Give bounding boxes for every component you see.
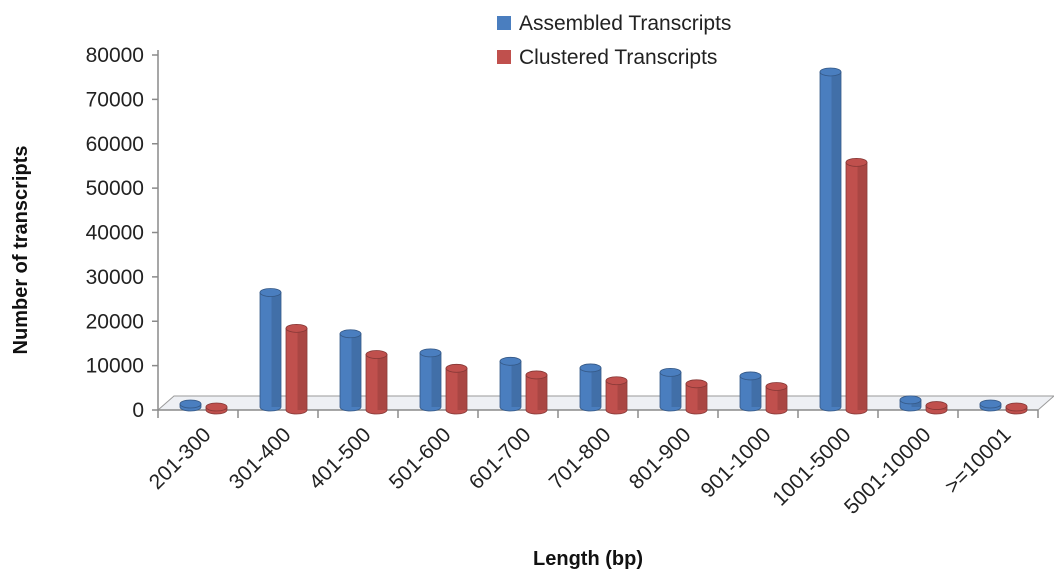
legend-label-clustered: Clustered Transcripts	[519, 46, 717, 69]
bar-top	[739, 371, 762, 381]
bar-clustered	[445, 363, 468, 415]
bar-shade	[857, 162, 867, 410]
x-tick-label: 1001-5000	[768, 423, 855, 510]
bar-assembled	[419, 348, 442, 412]
bar-shade	[377, 354, 387, 410]
bar-assembled	[979, 399, 1002, 412]
bar-shade	[431, 352, 441, 407]
legend-swatch-clustered	[497, 50, 511, 64]
y-tick-label: 30000	[86, 266, 144, 289]
bar-top	[259, 288, 282, 297]
bar-assembled	[179, 399, 202, 412]
legend: Assembled Transcripts Clustered Transcri…	[497, 12, 731, 69]
bar-clustered	[205, 402, 228, 415]
bar-clustered	[765, 382, 788, 415]
x-tick-label: 501-600	[385, 423, 456, 494]
bar-assembled	[499, 356, 522, 412]
bar-top	[365, 350, 388, 359]
y-tick-label: 20000	[86, 310, 144, 333]
bar-shade	[457, 368, 467, 410]
bar-shade	[351, 333, 361, 407]
y-axis: 0 10000 20000 30000 40000 50000 60000 70000 8000…	[86, 44, 159, 422]
bar-shade	[537, 374, 547, 410]
bar-top	[765, 382, 788, 391]
y-tick-label: 40000	[86, 222, 144, 245]
bar-top	[499, 356, 522, 366]
x-tick-label: 801-900	[625, 423, 696, 494]
bar-top	[845, 157, 868, 167]
bar-top	[579, 363, 602, 373]
x-tick-label: 5001-10000	[840, 423, 936, 519]
bar-assembled	[339, 329, 362, 412]
x-axis-title: Length (bp)	[533, 548, 643, 570]
bar-shade	[297, 328, 307, 410]
bar-assembled	[739, 371, 762, 412]
bar-top	[659, 367, 682, 377]
bar-top	[819, 67, 842, 77]
x-tick-label: 301-400	[225, 423, 296, 494]
bar-shade	[671, 372, 681, 407]
bar-assembled	[659, 367, 682, 412]
bar-clustered	[685, 379, 708, 415]
bars	[179, 67, 1028, 415]
y-tick-label: 50000	[86, 177, 144, 200]
bar-clustered	[605, 376, 628, 415]
bar-top	[205, 402, 228, 412]
bar-top	[525, 370, 548, 380]
bar-clustered	[285, 323, 308, 415]
y-tick-label: 0	[132, 399, 144, 422]
bar-shade	[777, 386, 787, 410]
bar-top	[339, 329, 362, 339]
x-tick-label: 401-500	[305, 423, 376, 494]
bar-top	[925, 401, 948, 410]
y-tick-label: 60000	[86, 133, 144, 156]
x-tick-label: 901-1000	[697, 423, 776, 502]
bar-clustered	[845, 157, 868, 415]
x-tick-label: 701-800	[545, 423, 616, 494]
bar-shade	[697, 383, 707, 410]
x-tick-label: 601-700	[465, 423, 536, 494]
bar-clustered	[925, 401, 948, 415]
bar-top	[285, 323, 308, 333]
y-tick-label: 80000	[86, 44, 144, 67]
bar-top	[685, 379, 708, 389]
bar-top	[979, 399, 1002, 409]
bar-assembled	[579, 363, 602, 412]
bar-shade	[271, 292, 281, 407]
legend-label-assembled: Assembled Transcripts	[519, 12, 731, 35]
bar-assembled	[899, 395, 922, 412]
bar-top	[179, 399, 202, 409]
bar-assembled	[259, 288, 282, 412]
bar-top	[1005, 402, 1028, 412]
bar-top	[445, 363, 468, 373]
bar-clustered	[1005, 402, 1028, 415]
bar-shade	[591, 367, 601, 407]
y-axis-title: Number of transcripts	[10, 146, 32, 355]
y-tick-label: 10000	[86, 355, 144, 378]
x-tick-label: 201-300	[145, 423, 216, 494]
bar-shade	[831, 71, 841, 407]
bar-top	[899, 395, 922, 405]
y-tick-label: 70000	[86, 88, 144, 111]
legend-swatch-assembled	[497, 16, 511, 30]
bar-shade	[751, 375, 761, 407]
bar-top	[605, 376, 628, 386]
x-axis: 201-300 301-400 401-500 501-600 601-700 701-8…	[145, 409, 1039, 519]
bar-clustered	[365, 350, 388, 415]
bar-shade	[617, 380, 627, 410]
x-tick-label: >=10001	[941, 423, 1016, 498]
bar-clustered	[525, 370, 548, 415]
bar-shade	[511, 361, 521, 407]
bar-top	[419, 348, 442, 358]
bar-assembled	[819, 67, 842, 412]
